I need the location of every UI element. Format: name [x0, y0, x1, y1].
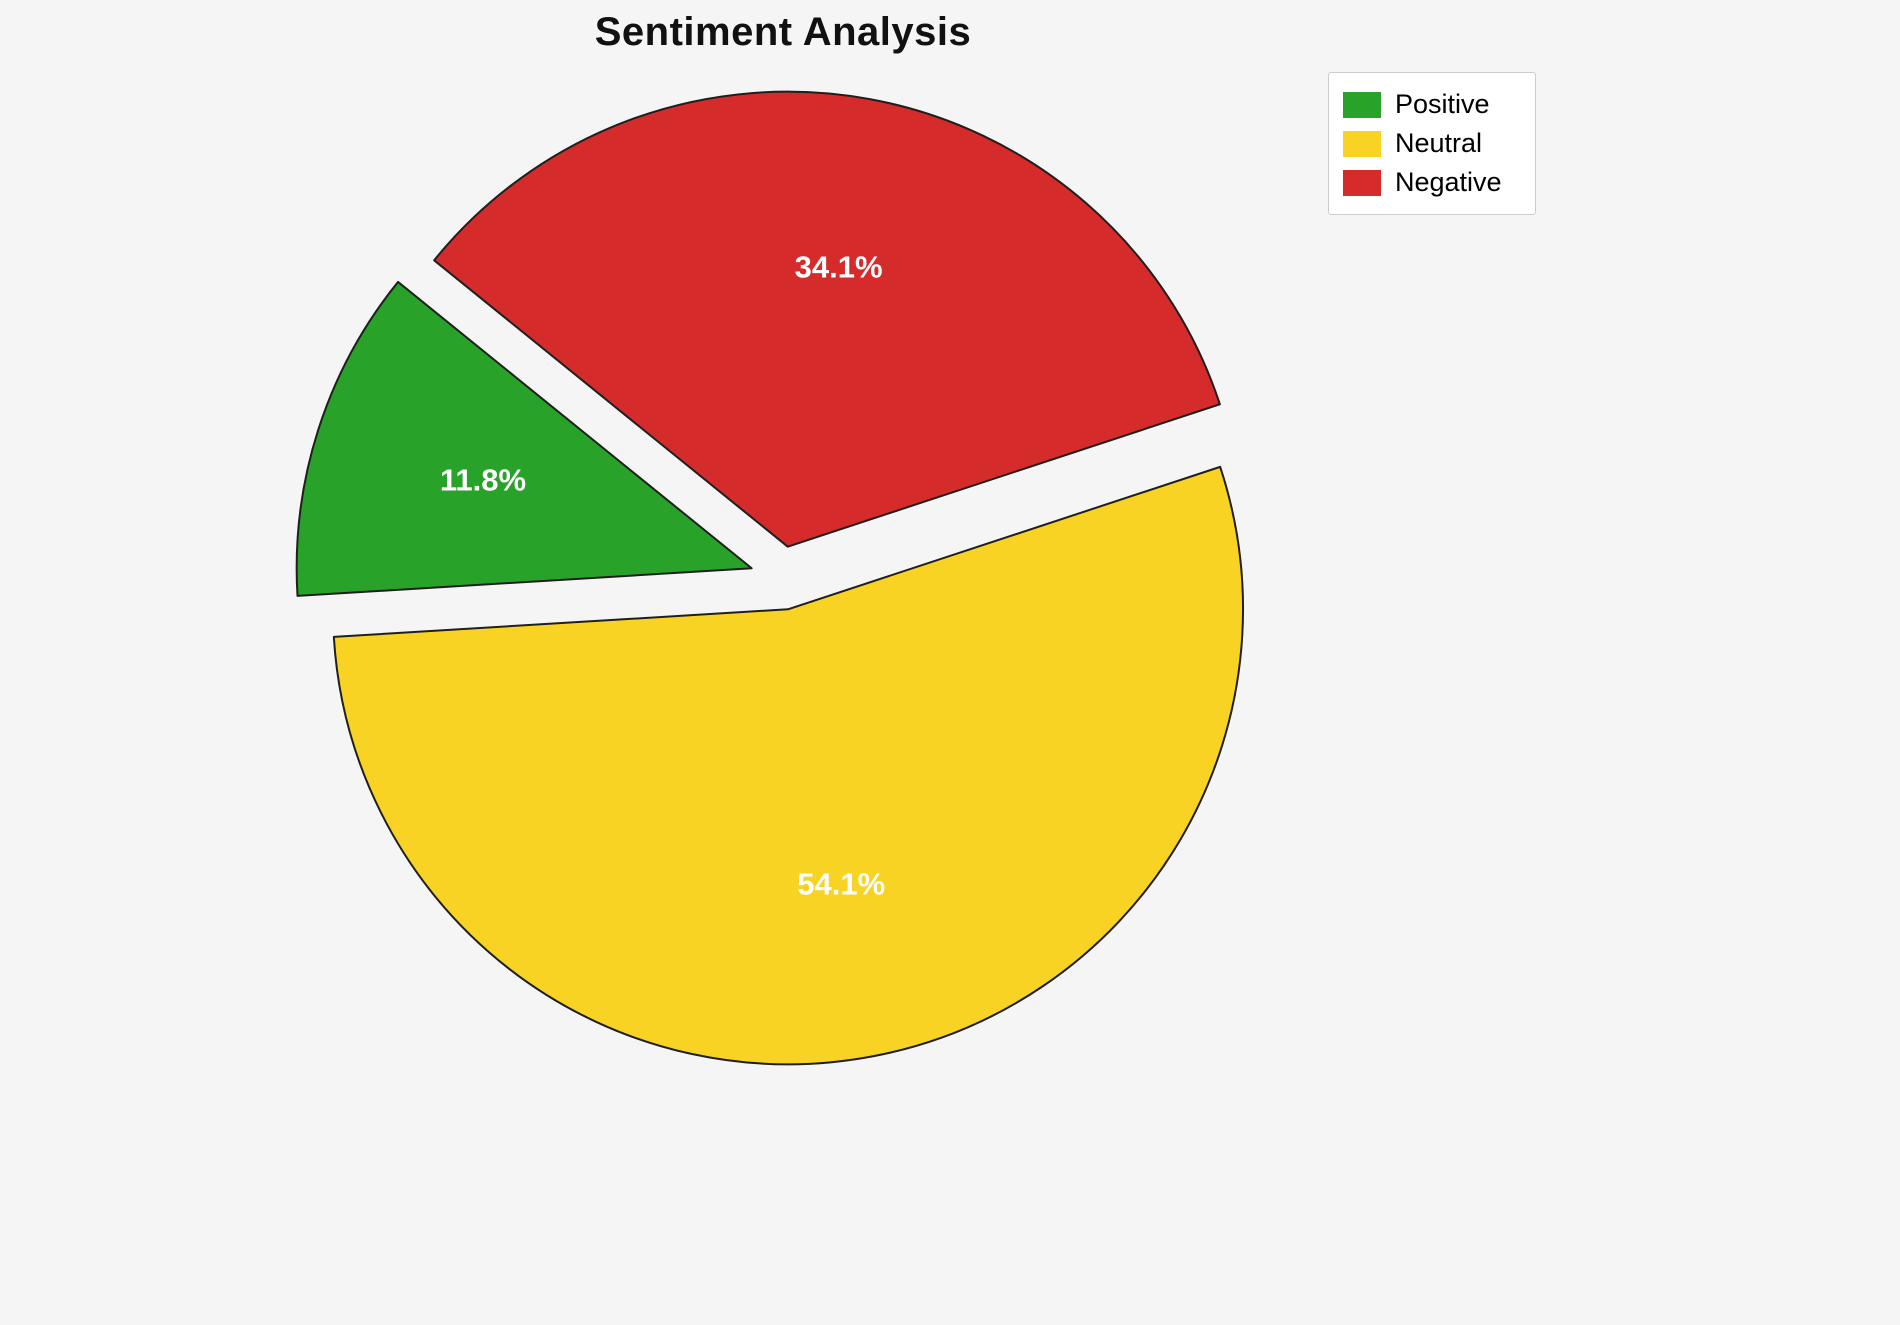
- chart-title: Sentiment Analysis: [594, 10, 972, 54]
- pie-slice-negative: [433, 90, 1221, 548]
- legend-label: Negative: [1395, 167, 1502, 197]
- legend-swatch-neutral: [1343, 130, 1381, 157]
- pie-slice-positive: [295, 280, 753, 597]
- legend: Positive Neutral Negative: [1328, 72, 1536, 215]
- pie-label-positive: 11.8%: [440, 462, 526, 497]
- legend-item-neutral: Neutral: [1343, 124, 1521, 163]
- legend-swatch-negative: [1343, 169, 1381, 196]
- pie-label-negative: 34.1%: [795, 249, 883, 284]
- legend-label: Neutral: [1395, 128, 1483, 158]
- legend-swatch-positive: [1343, 91, 1381, 118]
- legend-item-negative: Negative: [1343, 163, 1521, 202]
- pie-label-neutral: 54.1%: [797, 866, 885, 901]
- pie-slice-neutral: [332, 465, 1244, 1066]
- legend-item-positive: Positive: [1343, 85, 1521, 124]
- legend-label: Positive: [1395, 89, 1490, 119]
